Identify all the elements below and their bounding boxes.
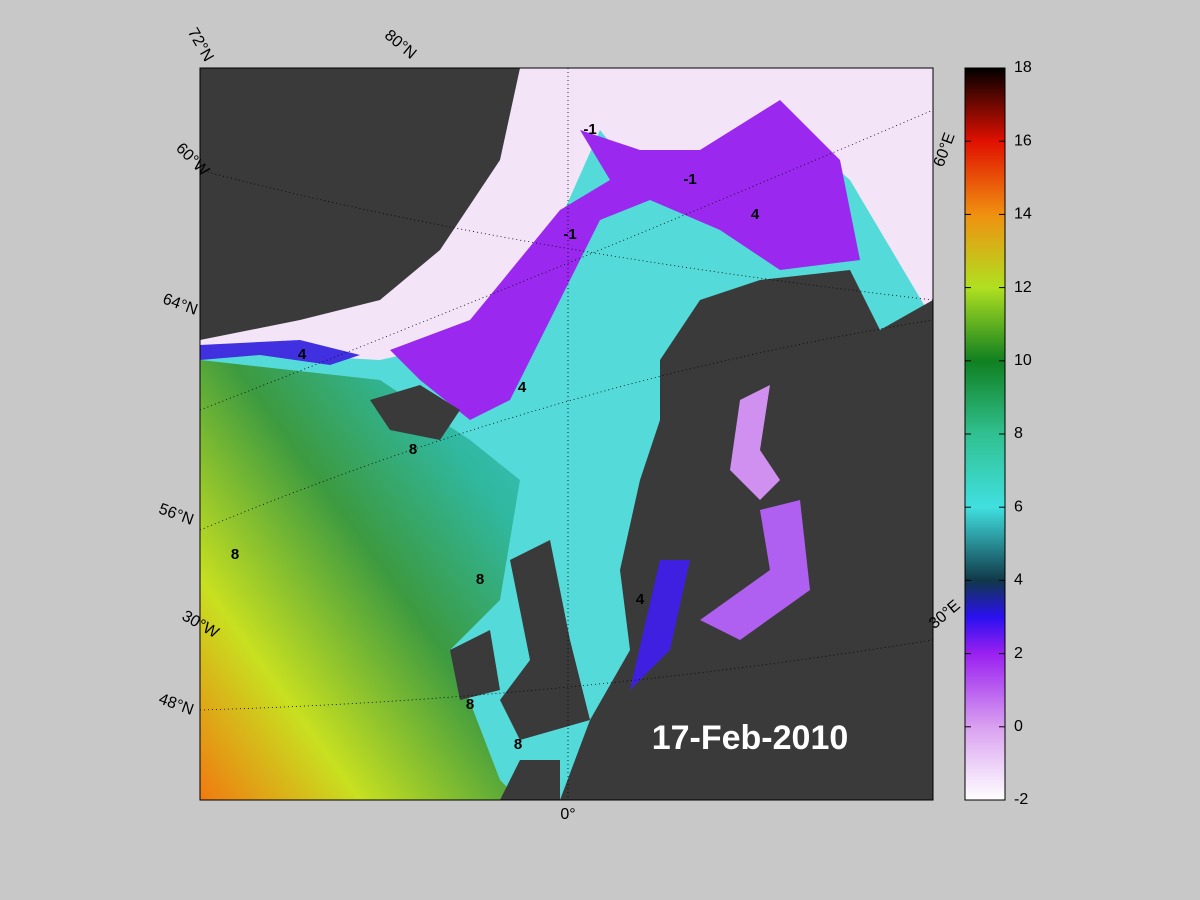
contour-label: -1 — [683, 171, 696, 188]
colorbar-tick-label: 16 — [1014, 132, 1032, 149]
graticule-label: 56°N — [156, 501, 195, 529]
map-frame — [199, 67, 934, 801]
contour-label: 4 — [636, 591, 645, 608]
contour-label: 4 — [518, 379, 527, 396]
colorbar-tick-label: 2 — [1014, 645, 1023, 662]
contour-label: 8 — [514, 736, 522, 753]
map-area — [200, 68, 933, 800]
contour-label: 4 — [298, 346, 307, 363]
colorbar-tick-label: 8 — [1014, 425, 1023, 442]
contour-label: 8 — [466, 696, 474, 713]
colorbar-tick-label: 14 — [1014, 206, 1032, 223]
graticule-label: 72°N — [184, 25, 217, 64]
contour-label: 8 — [409, 441, 417, 458]
contour-label: -1 — [563, 226, 576, 243]
colorbar-tick-label: 18 — [1014, 59, 1032, 76]
date-label: 17-Feb-2010 — [652, 719, 849, 757]
colorbar-tick-label: -2 — [1014, 791, 1028, 808]
graticule-label: 60°E — [931, 131, 959, 170]
colorbar-tick-label: 6 — [1014, 498, 1023, 515]
contour-label: -1 — [583, 121, 596, 138]
colorbar-tick-label: 4 — [1014, 572, 1023, 589]
colorbar-tick-label: 10 — [1014, 352, 1032, 369]
graticule-label: 48°N — [156, 691, 195, 719]
graticule-label: 0° — [560, 806, 575, 823]
contour-label: 8 — [476, 571, 484, 588]
colorbar-tick-label: 12 — [1014, 279, 1032, 296]
contour-label: 8 — [231, 546, 239, 563]
graticule-label: 64°N — [160, 291, 199, 319]
colorbar — [964, 67, 1006, 801]
colorbar-tick-label: 0 — [1014, 718, 1023, 735]
graticule-label: 80°N — [381, 27, 419, 63]
contour-label: 4 — [751, 206, 760, 223]
